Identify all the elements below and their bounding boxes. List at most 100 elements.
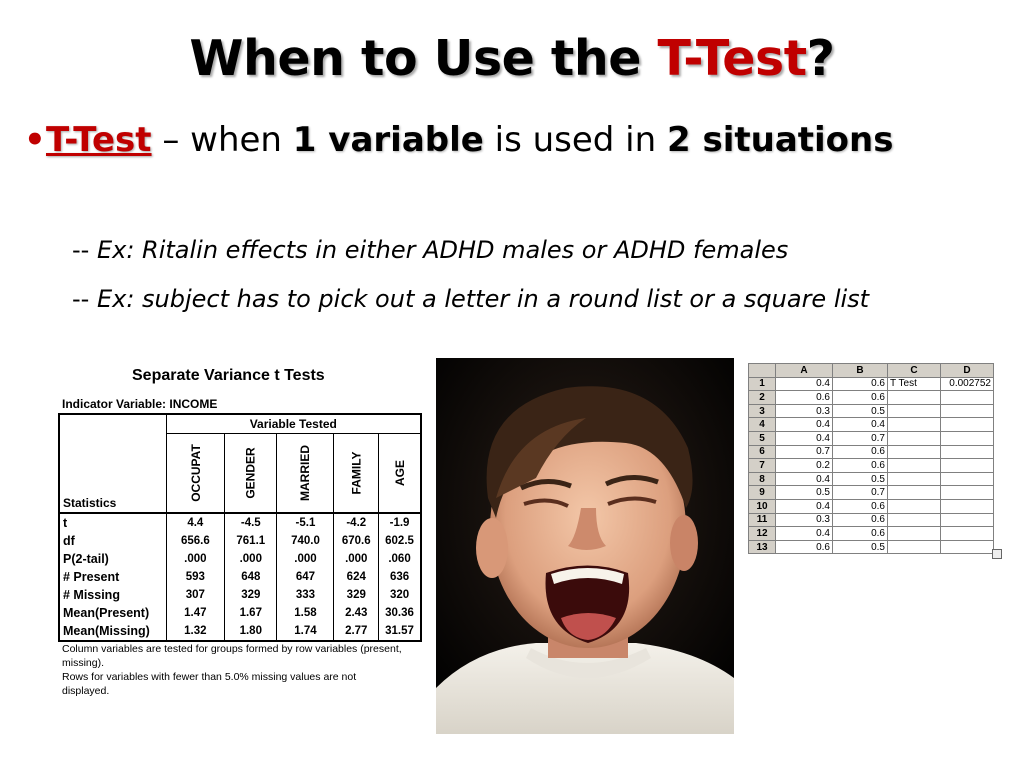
spreadsheet-row: 9 0.5 0.7 <box>748 485 994 500</box>
cell-a: 0.4 <box>775 471 833 487</box>
cell-c <box>887 471 941 487</box>
example-dash: -- <box>72 285 97 313</box>
footnote-line: Rows for variables with fewer than 5.0% … <box>62 671 357 697</box>
cell-d <box>940 471 994 487</box>
cell-c <box>887 430 941 446</box>
row-number: 4 <box>748 417 776 432</box>
stat-value: -1.9 <box>378 512 421 532</box>
screaming-boy-photo <box>436 358 734 734</box>
example-line-1: -- Ex: Ritalin effects in either ADHD ma… <box>72 236 788 264</box>
example-dash: -- <box>72 236 97 264</box>
cell-b: 0.7 <box>832 430 888 446</box>
stat-value: -4.5 <box>224 512 277 532</box>
cell-d <box>940 444 994 460</box>
row-number: 13 <box>748 539 776 555</box>
row-label: P(2-tail) <box>59 550 167 568</box>
column-header: MARRIED <box>276 433 334 513</box>
spreadsheet-row: 12 0.4 0.6 <box>748 526 994 541</box>
cell-a: 0.4 <box>775 417 833 432</box>
cell-c <box>887 526 941 541</box>
row-number: 3 <box>748 403 776 419</box>
bullet-point: • T-Test – when 1 variable is used in 2 … <box>24 110 984 170</box>
column-header: C <box>887 363 941 378</box>
spreadsheet-table: A B C D 1 0.4 0.6 T Test 0.002752 2 0.6 0.6 3 0.3… <box>748 363 994 555</box>
stat-value: 1.32 <box>165 622 225 641</box>
stat-value: .060 <box>378 550 421 568</box>
stat-value: 307 <box>165 586 225 604</box>
stat-value: 320 <box>378 586 421 604</box>
stat-value: .000 <box>333 550 379 568</box>
stats-row: # Missing 307 329 333 329 320 <box>59 586 421 604</box>
cell-a: 0.5 <box>775 485 833 500</box>
stats-row: P(2-tail) .000.000.000.000.060 <box>59 550 421 568</box>
cell-a: 0.6 <box>775 539 833 555</box>
title-accent: T-Test <box>657 30 808 87</box>
spreadsheet-row: 3 0.3 0.5 <box>748 403 994 419</box>
cell-a: 0.3 <box>775 512 833 528</box>
corner-cell <box>748 363 776 378</box>
row-number: 10 <box>748 498 776 514</box>
stat-value: 1.67 <box>224 604 277 622</box>
stat-value: 4.4 <box>165 512 225 532</box>
stat-value: 30.36 <box>378 604 421 622</box>
stat-value: -5.1 <box>276 512 334 532</box>
stats-row: t 4.4 -4.5 -5.1 -4.2 -1.9 <box>59 512 421 532</box>
bullet-text: T-Test – when 1 variable is used in 2 si… <box>24 110 984 170</box>
bullet-segment-1: – when <box>151 120 293 160</box>
stat-value: 648 <box>224 568 277 586</box>
stats-row: Mean(Missing) 1.32 1.80 1.74 2.77 31.57 <box>59 622 421 641</box>
cell-b: 0.6 <box>832 512 888 528</box>
row-number: 9 <box>748 485 776 500</box>
cell-a: 0.4 <box>775 376 833 392</box>
screaming-boy-illustration <box>436 358 734 734</box>
stat-value: 647 <box>276 568 334 586</box>
stat-value: 1.80 <box>224 622 277 641</box>
cell-d <box>940 458 994 473</box>
cell-c <box>887 403 941 419</box>
row-number: 2 <box>748 390 776 405</box>
column-header: B <box>832 363 888 378</box>
title-text-end: ? <box>806 30 835 87</box>
cell-a: 0.4 <box>775 498 833 514</box>
spreadsheet-row: 13 0.6 0.5 <box>748 539 994 555</box>
row-number: 8 <box>748 471 776 487</box>
cell-d <box>940 498 994 514</box>
spreadsheet-row: 4 0.4 0.4 <box>748 417 994 432</box>
spreadsheet-row: 1 0.4 0.6 T Test 0.002752 <box>748 376 994 392</box>
bullet-term: T-Test <box>46 120 152 160</box>
cell-b: 0.6 <box>832 498 888 514</box>
row-number: 7 <box>748 458 776 473</box>
bullet-segment-2: is used in <box>483 120 667 160</box>
cell-d <box>940 390 994 405</box>
column-header: OCCUPAT <box>165 433 225 513</box>
stats-row: df 656.6 761.1 740.0 670.6 602.5 <box>59 532 421 550</box>
bullet-bold-2: 2 situations <box>666 120 894 160</box>
column-header: A <box>775 363 833 378</box>
slide-title: When to Use the T-Test? <box>0 30 1024 87</box>
row-number: 1 <box>748 376 776 392</box>
spreadsheet-row: 8 0.4 0.5 <box>748 471 994 487</box>
cell-d <box>940 539 994 555</box>
cell-a: 0.4 <box>775 526 833 541</box>
spreadsheet-image: A B C D 1 0.4 0.6 T Test 0.002752 2 0.6 0.6 3 0.3… <box>748 363 1002 559</box>
stat-value: 2.77 <box>333 622 379 641</box>
footnote-line: Column variables are tested for groups f… <box>62 643 402 669</box>
cell-a: 0.3 <box>775 403 833 419</box>
row-label: # Present <box>59 568 167 586</box>
cell-b: 0.6 <box>832 376 888 392</box>
stat-value: 740.0 <box>276 532 334 550</box>
spreadsheet-row: 11 0.3 0.6 <box>748 512 994 528</box>
cell-c <box>887 390 941 405</box>
example-line-2: -- Ex: subject has to pick out a letter … <box>72 285 869 313</box>
row-number: 6 <box>748 444 776 460</box>
stats-row: # Present 593 648 647 624 636 <box>59 568 421 586</box>
cell-c: T Test <box>887 376 941 392</box>
cell-b: 0.6 <box>832 390 888 405</box>
cell-c <box>887 539 941 555</box>
cell-c <box>887 444 941 460</box>
variable-tested-header: Variable Tested <box>166 414 421 434</box>
row-label: df <box>59 532 167 550</box>
spreadsheet-row: 5 0.4 0.7 <box>748 430 994 446</box>
stats-title: Separate Variance t Tests <box>132 367 325 384</box>
cell-c <box>887 485 941 500</box>
